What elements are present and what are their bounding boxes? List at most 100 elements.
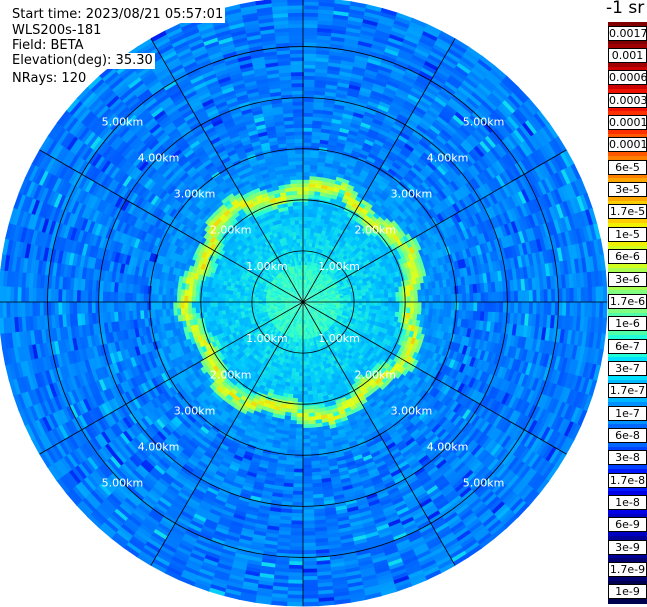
data-cell — [339, 161, 349, 169]
data-cell — [415, 160, 426, 171]
data-cell — [325, 286, 330, 291]
data-cell — [441, 199, 450, 210]
data-cell — [315, 239, 320, 245]
data-cell — [473, 88, 488, 102]
data-cell — [352, 170, 361, 177]
data-cell — [570, 181, 581, 199]
data-cell — [333, 286, 339, 291]
data-cell — [439, 147, 451, 159]
data-cell — [508, 181, 519, 196]
data-cell — [465, 136, 478, 149]
data-cell — [389, 229, 397, 237]
data-cell — [478, 157, 490, 170]
data-cell — [543, 193, 554, 209]
data-cell — [408, 115, 422, 126]
data-cell — [545, 123, 559, 140]
data-cell — [414, 250, 422, 259]
data-cell — [475, 159, 487, 172]
data-cell — [332, 13, 350, 21]
data-cell — [455, 88, 470, 101]
data-cell — [320, 285, 325, 289]
data-cell — [395, 224, 403, 233]
data-cell — [451, 165, 463, 177]
data-cell — [446, 139, 459, 151]
data-cell — [303, 175, 311, 180]
data-cell — [515, 86, 531, 102]
data-cell — [393, 234, 401, 242]
data-cell — [340, 201, 348, 208]
data-cell — [353, 108, 366, 116]
data-cell — [516, 126, 529, 142]
data-cell — [309, 179, 317, 185]
data-cell — [398, 251, 406, 259]
data-cell — [319, 278, 324, 283]
data-cell — [327, 276, 333, 282]
data-cell — [314, 243, 319, 249]
data-cell — [349, 80, 363, 88]
data-cell — [385, 136, 397, 145]
data-cell — [323, 291, 328, 295]
data-cell — [316, 286, 321, 291]
data-cell — [539, 127, 553, 144]
data-cell — [303, 194, 310, 199]
data-cell — [431, 170, 442, 181]
data-cell — [471, 177, 482, 190]
data-cell — [369, 182, 379, 191]
data-cell — [402, 199, 412, 209]
data-cell — [397, 258, 404, 266]
data-cell — [432, 194, 442, 205]
data-cell — [536, 148, 548, 164]
data-cell — [533, 131, 547, 148]
data-cell — [498, 157, 510, 172]
data-cell — [356, 97, 370, 105]
data-cell — [312, 205, 319, 211]
data-cell — [303, 27, 319, 32]
data-cell — [489, 217, 498, 230]
data-cell — [355, 135, 367, 143]
data-cell — [447, 154, 459, 167]
data-cell — [474, 175, 485, 188]
data-cell — [384, 297, 389, 303]
data-cell — [330, 32, 347, 39]
data-cell — [485, 218, 495, 231]
data-cell — [316, 285, 320, 290]
data-cell — [419, 154, 431, 165]
data-cell — [486, 180, 497, 194]
data-cell — [350, 1, 368, 9]
data-cell — [418, 241, 426, 250]
data-cell — [388, 256, 396, 264]
data-cell — [346, 23, 363, 31]
data-cell — [305, 283, 307, 288]
data-cell — [567, 165, 579, 183]
data-cell — [303, 116, 314, 121]
data-cell — [345, 98, 358, 106]
data-cell — [303, 205, 309, 210]
data-cell — [385, 184, 395, 193]
data-cell — [421, 192, 431, 203]
data-cell — [429, 208, 438, 218]
data-cell — [334, 288, 339, 292]
data-cell — [455, 200, 465, 212]
data-cell — [463, 207, 473, 219]
data-cell — [392, 123, 404, 133]
data-cell — [306, 264, 309, 270]
data-cell — [401, 128, 413, 138]
data-cell — [361, 79, 376, 88]
data-cell — [426, 146, 438, 157]
data-cell — [311, 138, 321, 144]
data-cell — [362, 114, 375, 123]
data-cell — [562, 200, 572, 218]
data-cell — [432, 99, 446, 111]
data-cell — [315, 266, 319, 272]
data-cell — [317, 272, 322, 278]
data-cell — [466, 97, 481, 110]
data-cell — [435, 241, 443, 251]
data-cell — [437, 150, 449, 161]
data-cell — [452, 233, 460, 245]
data-cell — [352, 284, 358, 289]
data-cell — [311, 142, 321, 148]
data-cell — [576, 195, 586, 213]
data-cell — [460, 157, 471, 170]
data-cell — [303, 131, 313, 136]
data-cell — [468, 215, 477, 228]
